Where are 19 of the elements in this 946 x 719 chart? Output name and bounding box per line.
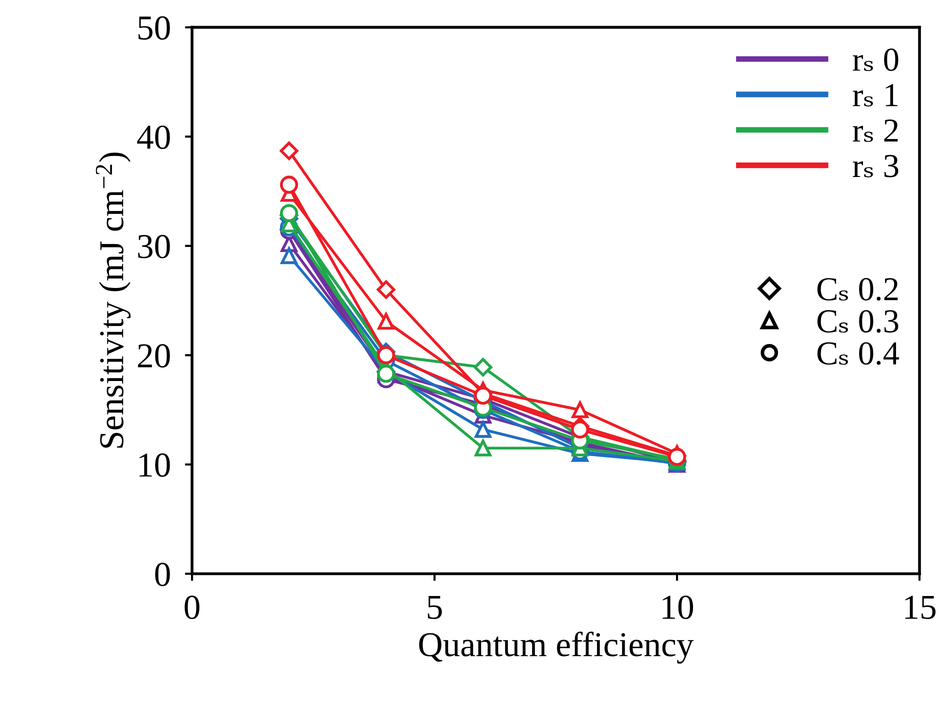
y-tick-label: 0 — [155, 562, 170, 586]
legend-label: rₛ 1 — [852, 84, 898, 106]
y-axis-title: Sensitivity (mJ cm$^{−2}$) — [96, 152, 131, 448]
y-tick-label: 50 — [138, 16, 170, 40]
x-tick-label: 10 — [662, 596, 694, 620]
y-tick-label: 30 — [138, 234, 170, 258]
x-axis-title: Quantum efficiency — [419, 632, 694, 664]
x-tick-label: 15 — [905, 596, 936, 620]
y-tick-label: 20 — [138, 344, 170, 368]
legend-label: rₛ 3 — [852, 154, 898, 178]
y-tick-label: 40 — [137, 126, 170, 149]
legend-label: rₛ 2 — [852, 119, 898, 142]
legend-label: Cₛ 0.2 — [817, 278, 898, 301]
legend-label: rₛ 0 — [852, 48, 898, 72]
x-tick-label: 5 — [428, 596, 442, 620]
legend-label: Cₛ 0.4 — [817, 342, 899, 365]
legend-label: Cₛ 0.3 — [817, 310, 898, 333]
x-tick-label: 0 — [184, 596, 200, 620]
y-tick-label: 10 — [140, 453, 170, 477]
